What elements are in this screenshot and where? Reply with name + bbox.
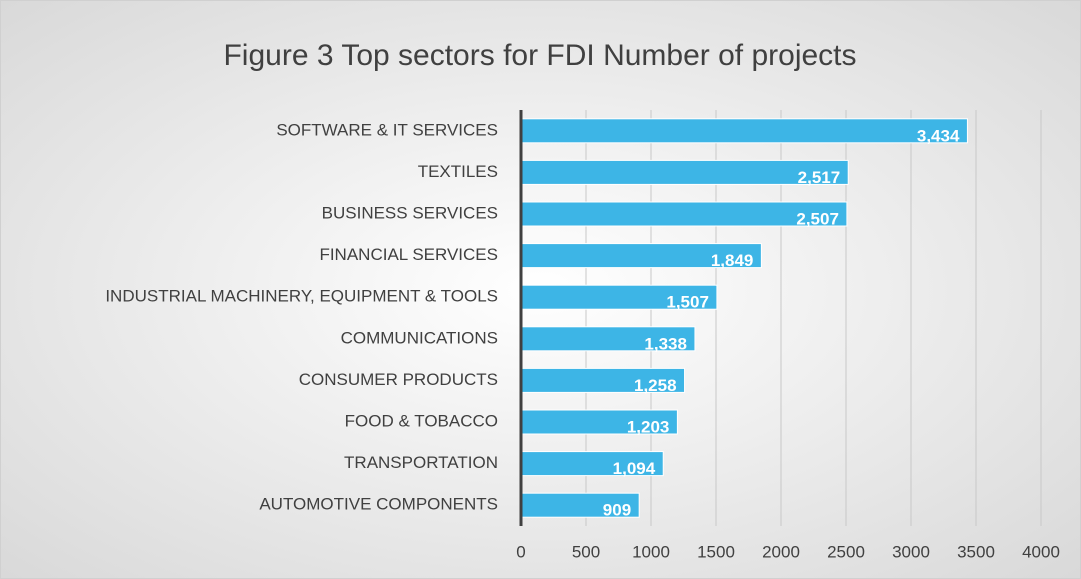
bar (520, 492, 640, 518)
y-tick-label: SOFTWARE & IT SERVICES (276, 120, 498, 139)
y-tick-label: FINANCIAL SERVICES (319, 245, 498, 264)
bar (520, 159, 849, 185)
bar (520, 284, 718, 310)
x-tick-label: 500 (572, 542, 600, 561)
x-tick-label: 2000 (762, 542, 800, 561)
bar (520, 243, 762, 269)
y-tick-label: AUTOMOTIVE COMPONENTS (259, 495, 498, 514)
x-tick-label: 4000 (1022, 542, 1060, 561)
y-tick-label: TEXTILES (418, 162, 498, 181)
data-label: 2,507 (796, 209, 839, 228)
x-tick-label: 1000 (632, 542, 670, 561)
x-tick-label: 0 (516, 542, 525, 561)
data-label: 2,517 (798, 168, 841, 187)
bar (520, 326, 696, 352)
bar (520, 451, 664, 477)
chart-title: Figure 3 Top sectors for FDI Number of p… (223, 39, 856, 72)
data-label: 1,203 (627, 417, 670, 436)
data-label: 3,434 (917, 126, 960, 145)
x-tick-label: 1500 (697, 542, 735, 561)
bar (520, 367, 686, 393)
data-label: 1,094 (613, 459, 656, 478)
bar (520, 201, 848, 227)
y-tick-label: TRANSPORTATION (344, 453, 498, 472)
bar (520, 409, 678, 435)
x-tick-label: 2500 (827, 542, 865, 561)
data-label: 1,507 (666, 293, 709, 312)
y-tick-label: FOOD & TOBACCO (345, 411, 498, 430)
y-tick-label: COMMUNICATIONS (341, 328, 498, 347)
data-label: 1,258 (634, 376, 677, 395)
x-tick-label: 3500 (957, 542, 995, 561)
y-tick-label: INDUSTRIAL MACHINERY, EQUIPMENT & TOOLS (105, 287, 498, 306)
x-tick-label: 3000 (892, 542, 930, 561)
bar (520, 118, 968, 144)
y-tick-label: BUSINESS SERVICES (322, 203, 498, 222)
data-label: 1,338 (644, 334, 687, 353)
data-label: 1,849 (711, 251, 754, 270)
data-label: 909 (603, 501, 631, 520)
y-tick-label: CONSUMER PRODUCTS (299, 370, 498, 389)
